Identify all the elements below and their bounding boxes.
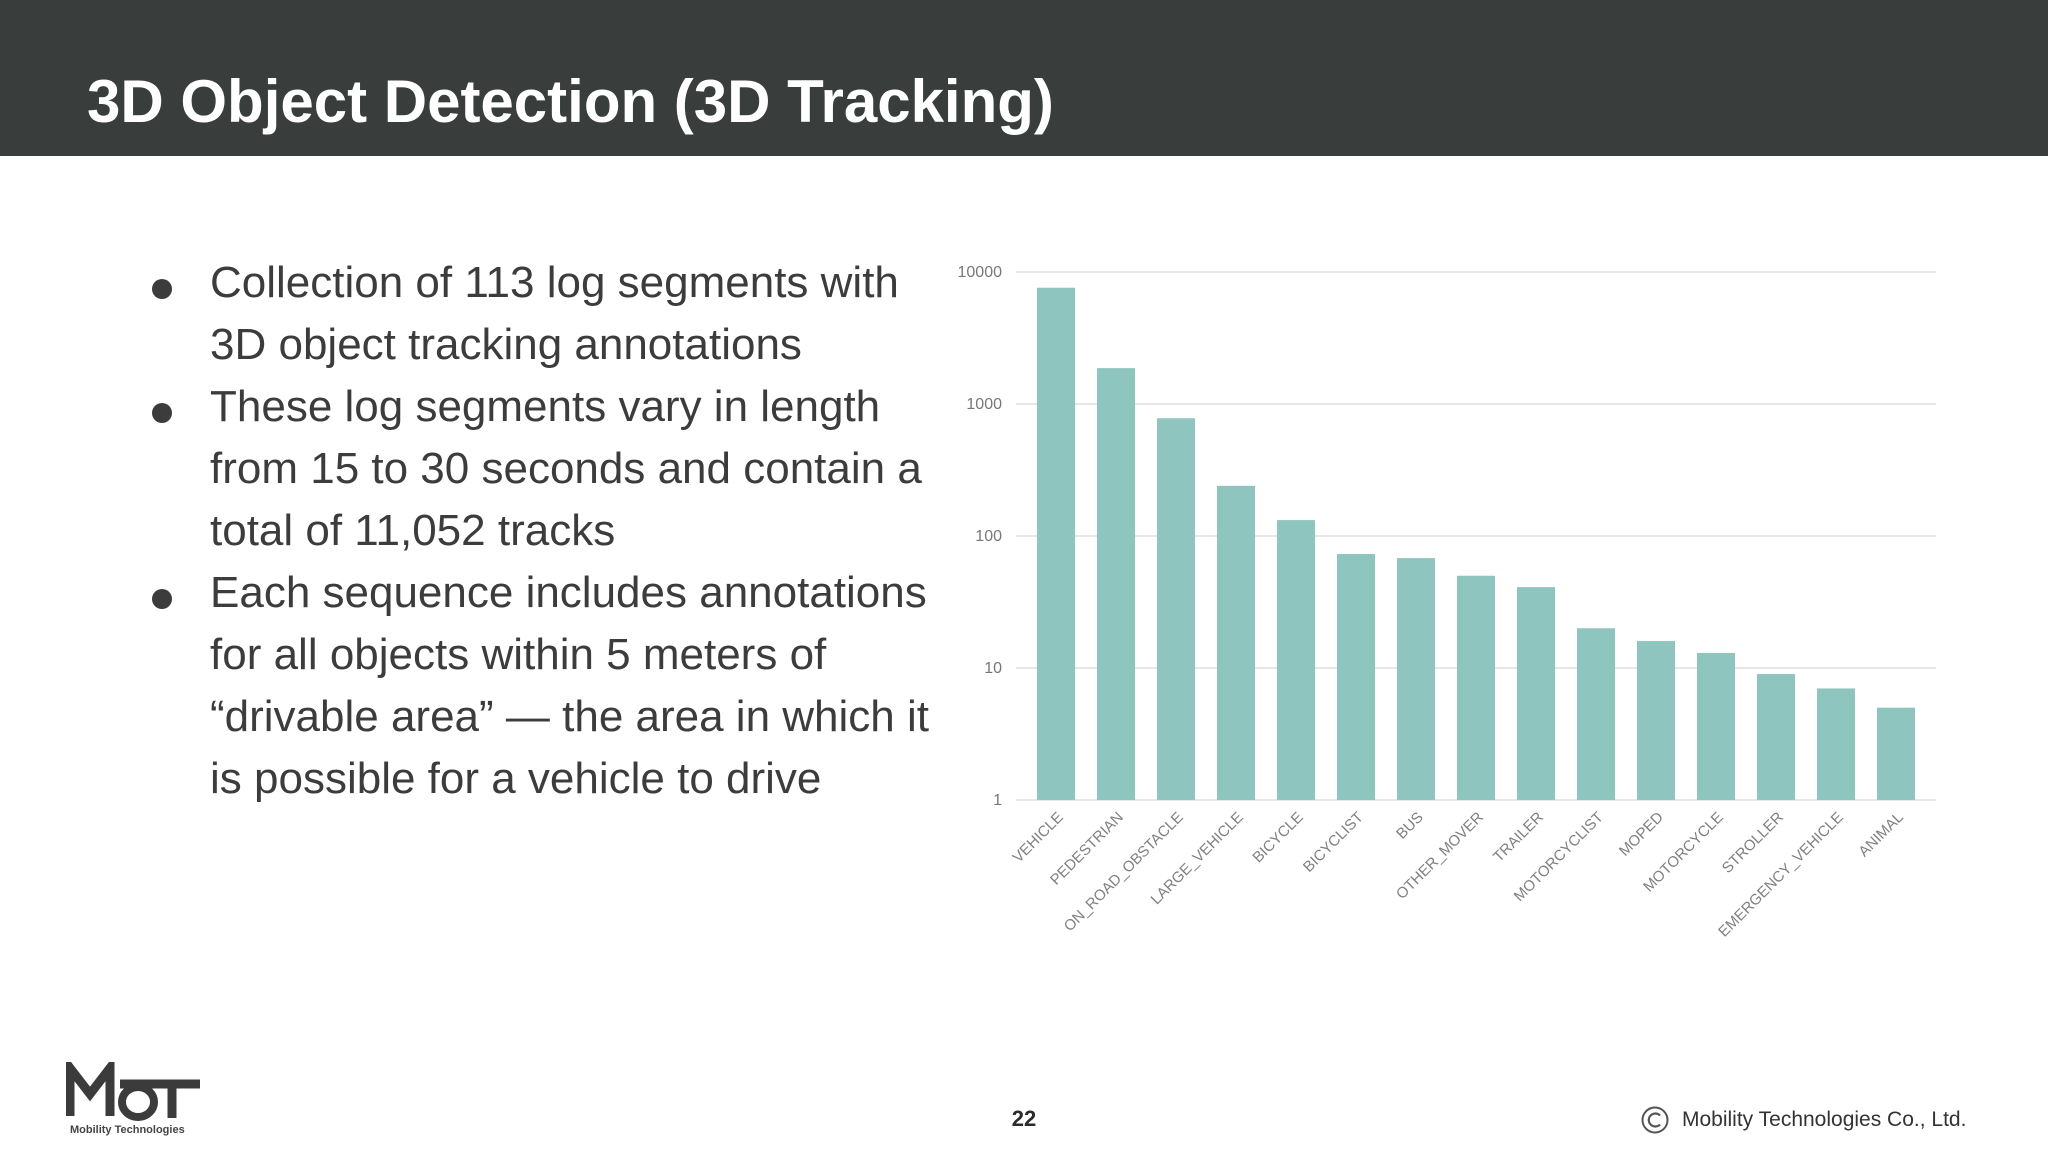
- bullet-text: Each sequence includes annotations for a…: [210, 568, 929, 803]
- company-logo: Mobility Technologies: [65, 1054, 206, 1146]
- x-tick-label: VEHICLE: [1009, 809, 1066, 866]
- y-tick-label: 10: [984, 660, 1002, 677]
- page-number: 22: [1011, 1106, 1037, 1131]
- bar: [1037, 287, 1075, 800]
- bullet-text: These log segments vary in length from 1…: [210, 382, 922, 555]
- bar: [1457, 575, 1495, 800]
- bullet-list: Collection of 113 log segments with 3D o…: [146, 252, 936, 810]
- x-tick-label: MOPED: [1616, 809, 1667, 860]
- x-tick-label: BICYCLE: [1249, 809, 1306, 866]
- logo-text: Mobility Technologies: [70, 1124, 185, 1136]
- bar: [1097, 368, 1135, 800]
- bullet-dot-icon: [152, 403, 172, 423]
- slide-title: 3D Object Detection (3D Tracking): [87, 68, 1054, 135]
- copyright-icon: [1641, 1106, 1669, 1134]
- bullet-dot-icon: [152, 589, 172, 609]
- bar: [1157, 418, 1195, 800]
- bar-chart: 1 10 100 1000 10000 VEHICLE PEDESTRIAN ON_ROAD_…: [930, 250, 1940, 970]
- bar: [1697, 652, 1735, 800]
- bullet-item: Each sequence includes annotations for a…: [146, 562, 936, 810]
- bullet-item: Collection of 113 log segments with 3D o…: [146, 252, 936, 376]
- bar: [1517, 587, 1555, 800]
- bar: [1637, 641, 1675, 800]
- x-tick-label: ON_ROAD_OBSTACLE: [1061, 809, 1187, 935]
- bar: [1577, 628, 1615, 800]
- chart-svg: 110100100010000VEHICLEPEDESTRIANON_ROAD_…: [958, 264, 1936, 941]
- bar: [1817, 688, 1855, 800]
- y-tick-label: 10000: [958, 264, 1003, 281]
- x-tick-label: ANIMAL: [1855, 809, 1907, 861]
- bar: [1757, 674, 1795, 800]
- copyright: Mobility Technologies Co., Ltd.: [1640, 1104, 1966, 1136]
- y-tick-label: 100: [975, 528, 1002, 545]
- x-tick-label: BUS: [1393, 809, 1427, 843]
- logo-mark-icon: [65, 1054, 200, 1121]
- x-tick-label: EMERGENCY_VEHICLE: [1715, 809, 1847, 941]
- bullet-text: Collection of 113 log segments with 3D o…: [210, 258, 899, 369]
- bar: [1397, 558, 1435, 800]
- bar: [1277, 520, 1315, 800]
- bullet-dot-icon: [152, 279, 172, 299]
- x-tick-label: TRAILER: [1490, 809, 1547, 866]
- x-tick-label: BICYCLIST: [1300, 809, 1367, 876]
- y-tick-label: 1: [993, 792, 1002, 809]
- bar: [1217, 485, 1255, 800]
- bullet-item: These log segments vary in length from 1…: [146, 376, 936, 562]
- bar: [1877, 707, 1915, 800]
- title-bar: 3D Object Detection (3D Tracking): [0, 0, 2048, 156]
- bar: [1337, 554, 1375, 800]
- y-tick-label: 1000: [966, 396, 1002, 413]
- copyright-text: Mobility Technologies Co., Ltd.: [1682, 1108, 1967, 1131]
